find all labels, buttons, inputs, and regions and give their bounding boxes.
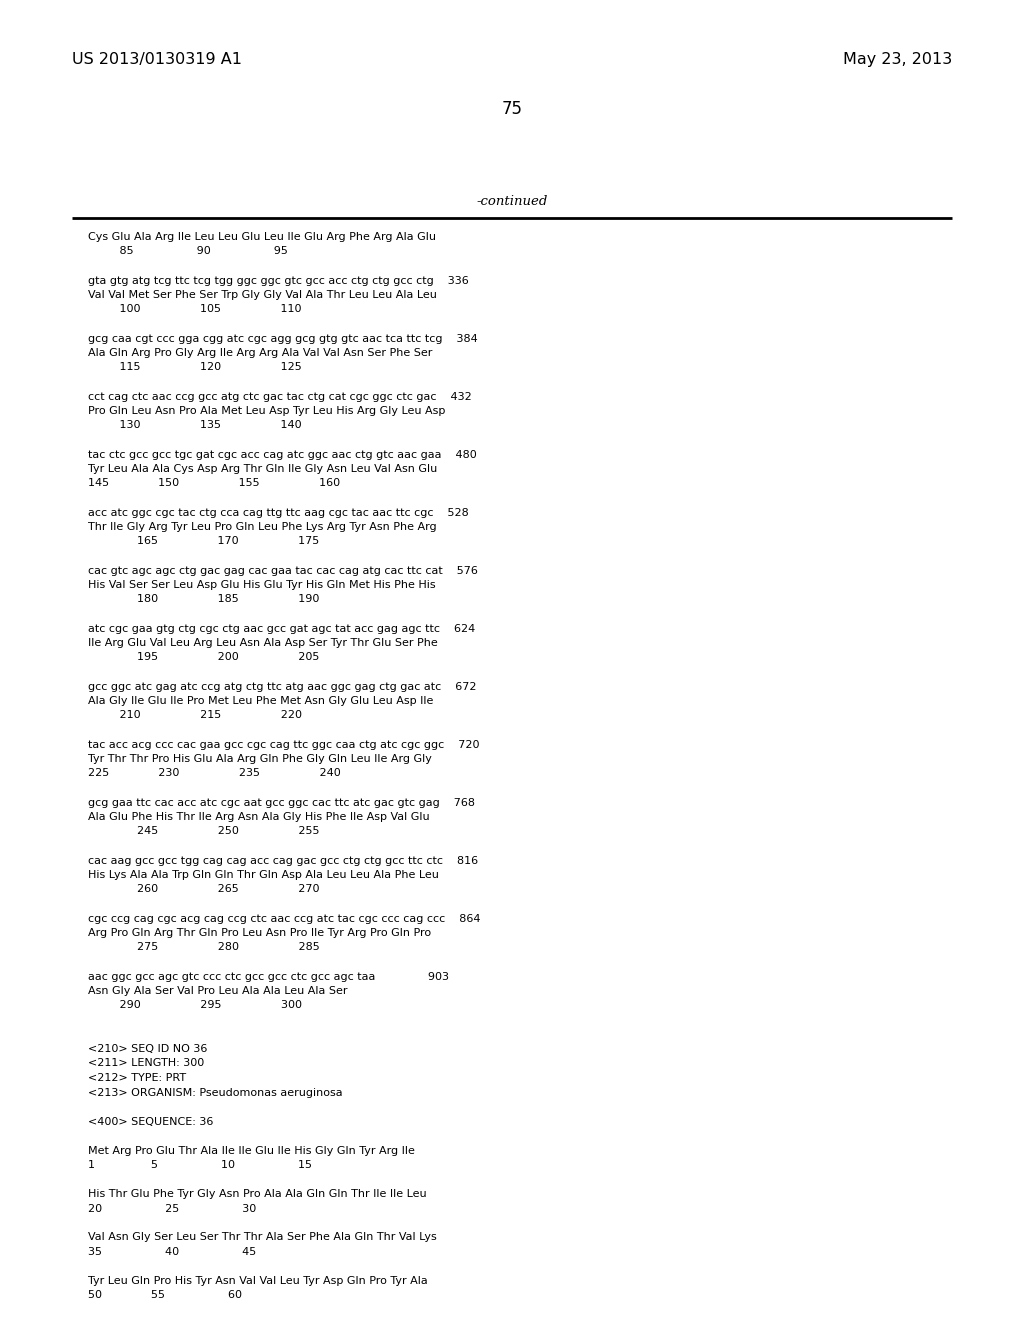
Text: <400> SEQUENCE: 36: <400> SEQUENCE: 36 [88, 1117, 213, 1126]
Text: 275                 280                 285: 275 280 285 [88, 942, 319, 953]
Text: <211> LENGTH: 300: <211> LENGTH: 300 [88, 1059, 204, 1068]
Text: 35                  40                  45: 35 40 45 [88, 1247, 256, 1257]
Text: 195                 200                 205: 195 200 205 [88, 652, 319, 663]
Text: 245                 250                 255: 245 250 255 [88, 826, 319, 837]
Text: 75: 75 [502, 100, 522, 117]
Text: 225              230                 235                 240: 225 230 235 240 [88, 768, 341, 779]
Text: 260                 265                 270: 260 265 270 [88, 884, 319, 895]
Text: aac ggc gcc agc gtc ccc ctc gcc gcc ctc gcc agc taa               903: aac ggc gcc agc gtc ccc ctc gcc gcc ctc … [88, 972, 449, 982]
Text: 130                 135                 140: 130 135 140 [88, 421, 302, 430]
Text: cac aag gcc gcc tgg cag cag acc cag gac gcc ctg ctg gcc ttc ctc    816: cac aag gcc gcc tgg cag cag acc cag gac … [88, 855, 478, 866]
Text: 50              55                  60: 50 55 60 [88, 1291, 242, 1300]
Text: 180                 185                 190: 180 185 190 [88, 594, 319, 605]
Text: Ala Gly Ile Glu Ile Pro Met Leu Phe Met Asn Gly Glu Leu Asp Ile: Ala Gly Ile Glu Ile Pro Met Leu Phe Met … [88, 696, 433, 706]
Text: Asn Gly Ala Ser Val Pro Leu Ala Ala Leu Ala Ser: Asn Gly Ala Ser Val Pro Leu Ala Ala Leu … [88, 986, 347, 997]
Text: gcg gaa ttc cac acc atc cgc aat gcc ggc cac ttc atc gac gtc gag    768: gcg gaa ttc cac acc atc cgc aat gcc ggc … [88, 797, 475, 808]
Text: Ile Arg Glu Val Leu Arg Leu Asn Ala Asp Ser Tyr Thr Glu Ser Phe: Ile Arg Glu Val Leu Arg Leu Asn Ala Asp … [88, 638, 437, 648]
Text: Cys Glu Ala Arg Ile Leu Leu Glu Leu Ile Glu Arg Phe Arg Ala Glu: Cys Glu Ala Arg Ile Leu Leu Glu Leu Ile … [88, 232, 436, 242]
Text: US 2013/0130319 A1: US 2013/0130319 A1 [72, 51, 242, 67]
Text: gta gtg atg tcg ttc tcg tgg ggc ggc gtc gcc acc ctg ctg gcc ctg    336: gta gtg atg tcg ttc tcg tgg ggc ggc gtc … [88, 276, 469, 285]
Text: May 23, 2013: May 23, 2013 [843, 51, 952, 67]
Text: tac ctc gcc gcc tgc gat cgc acc cag atc ggc aac ctg gtc aac gaa    480: tac ctc gcc gcc tgc gat cgc acc cag atc … [88, 450, 477, 459]
Text: Met Arg Pro Glu Thr Ala Ile Ile Glu Ile His Gly Gln Tyr Arg Ile: Met Arg Pro Glu Thr Ala Ile Ile Glu Ile … [88, 1146, 415, 1155]
Text: cct cag ctc aac ccg gcc atg ctc gac tac ctg cat cgc ggc ctc gac    432: cct cag ctc aac ccg gcc atg ctc gac tac … [88, 392, 472, 401]
Text: Arg Pro Gln Arg Thr Gln Pro Leu Asn Pro Ile Tyr Arg Pro Gln Pro: Arg Pro Gln Arg Thr Gln Pro Leu Asn Pro … [88, 928, 431, 939]
Text: Thr Ile Gly Arg Tyr Leu Pro Gln Leu Phe Lys Arg Tyr Asn Phe Arg: Thr Ile Gly Arg Tyr Leu Pro Gln Leu Phe … [88, 521, 436, 532]
Text: tac acc acg ccc cac gaa gcc cgc cag ttc ggc caa ctg atc cgc ggc    720: tac acc acg ccc cac gaa gcc cgc cag ttc … [88, 739, 479, 750]
Text: 20                  25                  30: 20 25 30 [88, 1204, 256, 1213]
Text: gcc ggc atc gag atc ccg atg ctg ttc atg aac ggc gag ctg gac atc    672: gcc ggc atc gag atc ccg atg ctg ttc atg … [88, 681, 476, 692]
Text: <210> SEQ ID NO 36: <210> SEQ ID NO 36 [88, 1044, 208, 1053]
Text: Tyr Thr Thr Pro His Glu Ala Arg Gln Phe Gly Gln Leu Ile Arg Gly: Tyr Thr Thr Pro His Glu Ala Arg Gln Phe … [88, 754, 432, 764]
Text: Val Asn Gly Ser Leu Ser Thr Thr Ala Ser Phe Ala Gln Thr Val Lys: Val Asn Gly Ser Leu Ser Thr Thr Ala Ser … [88, 1233, 437, 1242]
Text: -continued: -continued [476, 195, 548, 209]
Text: Val Val Met Ser Phe Ser Trp Gly Gly Val Ala Thr Leu Leu Ala Leu: Val Val Met Ser Phe Ser Trp Gly Gly Val … [88, 290, 437, 300]
Text: 165                 170                 175: 165 170 175 [88, 536, 319, 546]
Text: Tyr Leu Gln Pro His Tyr Asn Val Val Leu Tyr Asp Gln Pro Tyr Ala: Tyr Leu Gln Pro His Tyr Asn Val Val Leu … [88, 1276, 428, 1286]
Text: 85                  90                  95: 85 90 95 [88, 247, 288, 256]
Text: 1                5                  10                  15: 1 5 10 15 [88, 1160, 312, 1170]
Text: 210                 215                 220: 210 215 220 [88, 710, 302, 721]
Text: 290                 295                 300: 290 295 300 [88, 1001, 302, 1011]
Text: cgc ccg cag cgc acg cag ccg ctc aac ccg atc tac cgc ccc cag ccc    864: cgc ccg cag cgc acg cag ccg ctc aac ccg … [88, 913, 480, 924]
Text: 115                 120                 125: 115 120 125 [88, 363, 302, 372]
Text: <212> TYPE: PRT: <212> TYPE: PRT [88, 1073, 186, 1082]
Text: acc atc ggc cgc tac ctg cca cag ttg ttc aag cgc tac aac ttc cgc    528: acc atc ggc cgc tac ctg cca cag ttg ttc … [88, 507, 469, 517]
Text: Ala Glu Phe His Thr Ile Arg Asn Ala Gly His Phe Ile Asp Val Glu: Ala Glu Phe His Thr Ile Arg Asn Ala Gly … [88, 812, 430, 822]
Text: Tyr Leu Ala Ala Cys Asp Arg Thr Gln Ile Gly Asn Leu Val Asn Glu: Tyr Leu Ala Ala Cys Asp Arg Thr Gln Ile … [88, 465, 437, 474]
Text: <213> ORGANISM: Pseudomonas aeruginosa: <213> ORGANISM: Pseudomonas aeruginosa [88, 1088, 343, 1097]
Text: cac gtc agc agc ctg gac gag cac gaa tac cac cag atg cac ttc cat    576: cac gtc agc agc ctg gac gag cac gaa tac … [88, 565, 478, 576]
Text: 145              150                 155                 160: 145 150 155 160 [88, 479, 340, 488]
Text: His Lys Ala Ala Trp Gln Gln Thr Gln Asp Ala Leu Leu Ala Phe Leu: His Lys Ala Ala Trp Gln Gln Thr Gln Asp … [88, 870, 439, 880]
Text: gcg caa cgt ccc gga cgg atc cgc agg gcg gtg gtc aac tca ttc tcg    384: gcg caa cgt ccc gga cgg atc cgc agg gcg … [88, 334, 478, 343]
Text: atc cgc gaa gtg ctg cgc ctg aac gcc gat agc tat acc gag agc ttc    624: atc cgc gaa gtg ctg cgc ctg aac gcc gat … [88, 623, 475, 634]
Text: 100                 105                 110: 100 105 110 [88, 305, 301, 314]
Text: His Val Ser Ser Leu Asp Glu His Glu Tyr His Gln Met His Phe His: His Val Ser Ser Leu Asp Glu His Glu Tyr … [88, 579, 435, 590]
Text: Ala Gln Arg Pro Gly Arg Ile Arg Arg Ala Val Val Asn Ser Phe Ser: Ala Gln Arg Pro Gly Arg Ile Arg Arg Ala … [88, 348, 432, 358]
Text: Pro Gln Leu Asn Pro Ala Met Leu Asp Tyr Leu His Arg Gly Leu Asp: Pro Gln Leu Asn Pro Ala Met Leu Asp Tyr … [88, 407, 445, 416]
Text: His Thr Glu Phe Tyr Gly Asn Pro Ala Ala Gln Gln Thr Ile Ile Leu: His Thr Glu Phe Tyr Gly Asn Pro Ala Ala … [88, 1189, 427, 1199]
